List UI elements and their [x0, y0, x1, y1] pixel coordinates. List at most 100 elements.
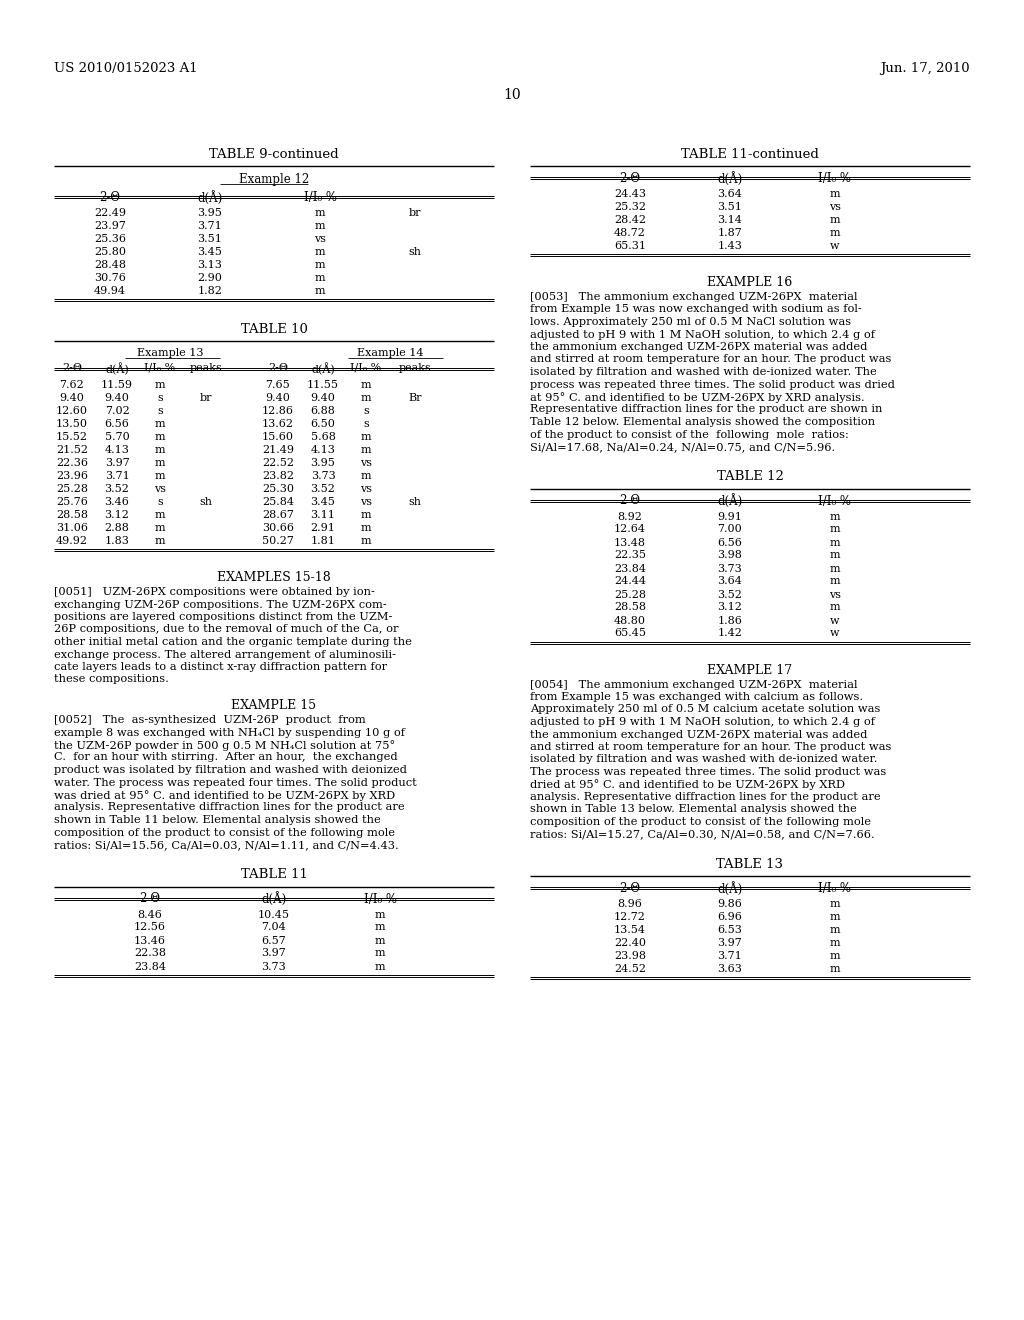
Text: 22.40: 22.40	[614, 939, 646, 948]
Text: 10: 10	[503, 88, 521, 102]
Text: vs: vs	[360, 484, 372, 494]
Text: 50.27: 50.27	[262, 536, 294, 546]
Text: EXAMPLE 16: EXAMPLE 16	[708, 276, 793, 289]
Text: 3.71: 3.71	[718, 950, 742, 961]
Text: m: m	[155, 380, 165, 389]
Text: 3.95: 3.95	[198, 209, 222, 218]
Text: 15.52: 15.52	[56, 432, 88, 442]
Text: 28.58: 28.58	[56, 510, 88, 520]
Text: 30.76: 30.76	[94, 273, 126, 282]
Text: TABLE 13: TABLE 13	[717, 858, 783, 871]
Text: product was isolated by filtration and washed with deionized: product was isolated by filtration and w…	[54, 766, 407, 775]
Text: 3.97: 3.97	[104, 458, 129, 469]
Text: m: m	[829, 564, 841, 573]
Text: m: m	[829, 602, 841, 612]
Text: Example 12: Example 12	[239, 173, 309, 186]
Text: d(Å): d(Å)	[198, 191, 222, 205]
Text: 23.84: 23.84	[614, 564, 646, 573]
Text: 25.36: 25.36	[94, 234, 126, 244]
Text: 23.84: 23.84	[134, 961, 166, 972]
Text: 4.13: 4.13	[104, 445, 129, 455]
Text: vs: vs	[829, 590, 841, 599]
Text: Si/Al=17.68, Na/Al=0.24, N/Al=0.75, and C/N=5.96.: Si/Al=17.68, Na/Al=0.24, N/Al=0.75, and …	[530, 442, 836, 451]
Text: composition of the product to consist of the following mole: composition of the product to consist of…	[54, 828, 395, 837]
Text: [0054]   The ammonium exchanged UZM-26PX  material: [0054] The ammonium exchanged UZM-26PX m…	[530, 680, 857, 689]
Text: 1.87: 1.87	[718, 228, 742, 238]
Text: the ammonium exchanged UZM-26PX material was added: the ammonium exchanged UZM-26PX material…	[530, 342, 867, 352]
Text: 3.11: 3.11	[310, 510, 336, 520]
Text: 9.86: 9.86	[718, 899, 742, 909]
Text: m: m	[829, 215, 841, 224]
Text: [0052]   The  as-synthesized  UZM-26P  product  from: [0052] The as-synthesized UZM-26P produc…	[54, 715, 366, 725]
Text: 28.58: 28.58	[614, 602, 646, 612]
Text: 5.68: 5.68	[310, 432, 336, 442]
Text: 2-Θ: 2-Θ	[620, 882, 640, 895]
Text: TABLE 11-continued: TABLE 11-continued	[681, 148, 819, 161]
Text: m: m	[829, 189, 841, 199]
Text: 25.28: 25.28	[56, 484, 88, 494]
Text: 48.80: 48.80	[614, 615, 646, 626]
Text: 3.12: 3.12	[104, 510, 129, 520]
Text: 49.92: 49.92	[56, 536, 88, 546]
Text: br: br	[409, 209, 421, 218]
Text: C.  for an hour with stirring.  After an hour,  the exchanged: C. for an hour with stirring. After an h…	[54, 752, 397, 763]
Text: m: m	[155, 418, 165, 429]
Text: m: m	[155, 458, 165, 469]
Text: TABLE 11: TABLE 11	[241, 869, 307, 882]
Text: lows. Approximately 250 ml of 0.5 M NaCl solution was: lows. Approximately 250 ml of 0.5 M NaCl…	[530, 317, 851, 327]
Text: and stirred at room temperature for an hour. The product was: and stirred at room temperature for an h…	[530, 355, 891, 364]
Text: Jun. 17, 2010: Jun. 17, 2010	[881, 62, 970, 75]
Text: 22.35: 22.35	[614, 550, 646, 561]
Text: m: m	[829, 964, 841, 974]
Text: 1.42: 1.42	[718, 628, 742, 639]
Text: I/I₀ %: I/I₀ %	[818, 495, 852, 507]
Text: The process was repeated three times. The solid product was: The process was repeated three times. Th…	[530, 767, 886, 777]
Text: 24.43: 24.43	[614, 189, 646, 199]
Text: 11.55: 11.55	[307, 380, 339, 389]
Text: 3.73: 3.73	[261, 961, 287, 972]
Text: was dried at 95° C. and identified to be UZM-26PX by XRD: was dried at 95° C. and identified to be…	[54, 789, 395, 801]
Text: 3.95: 3.95	[310, 458, 336, 469]
Text: m: m	[314, 209, 326, 218]
Text: 1.86: 1.86	[718, 615, 742, 626]
Text: 25.76: 25.76	[56, 498, 88, 507]
Text: m: m	[360, 523, 372, 533]
Text: ratios: Si/Al=15.27, Ca/Al=0.30, N/Al=0.58, and C/N=7.66.: ratios: Si/Al=15.27, Ca/Al=0.30, N/Al=0.…	[530, 829, 874, 840]
Text: m: m	[360, 393, 372, 403]
Text: 3.64: 3.64	[718, 577, 742, 586]
Text: 28.48: 28.48	[94, 260, 126, 271]
Text: 12.56: 12.56	[134, 923, 166, 932]
Text: 9.91: 9.91	[718, 511, 742, 521]
Text: 3.52: 3.52	[718, 590, 742, 599]
Text: m: m	[155, 523, 165, 533]
Text: and stirred at room temperature for an hour. The product was: and stirred at room temperature for an h…	[530, 742, 891, 752]
Text: 25.28: 25.28	[614, 590, 646, 599]
Text: m: m	[829, 925, 841, 935]
Text: I/I₀ %: I/I₀ %	[818, 172, 852, 185]
Text: these compositions.: these compositions.	[54, 675, 169, 685]
Text: I/I₀ %: I/I₀ %	[144, 363, 176, 374]
Text: 49.94: 49.94	[94, 286, 126, 296]
Text: 22.52: 22.52	[262, 458, 294, 469]
Text: 7.04: 7.04	[261, 923, 287, 932]
Text: 3.46: 3.46	[104, 498, 129, 507]
Text: I/I₀ %: I/I₀ %	[818, 882, 852, 895]
Text: 3.45: 3.45	[198, 247, 222, 257]
Text: of the product to consist of the  following  mole  ratios:: of the product to consist of the followi…	[530, 429, 849, 440]
Text: EXAMPLES 15-18: EXAMPLES 15-18	[217, 572, 331, 583]
Text: 25.32: 25.32	[614, 202, 646, 213]
Text: d(Å): d(Å)	[718, 882, 742, 896]
Text: d(Å): d(Å)	[718, 495, 742, 508]
Text: isolated by filtration and washed with de-ionized water. The: isolated by filtration and washed with d…	[530, 367, 877, 378]
Text: 15.60: 15.60	[262, 432, 294, 442]
Text: 3.97: 3.97	[718, 939, 742, 948]
Text: d(Å): d(Å)	[105, 363, 129, 376]
Text: Table 12 below. Elemental analysis showed the composition: Table 12 below. Elemental analysis showe…	[530, 417, 876, 426]
Text: 12.86: 12.86	[262, 407, 294, 416]
Text: 3.71: 3.71	[104, 471, 129, 480]
Text: m: m	[829, 577, 841, 586]
Text: m: m	[829, 899, 841, 909]
Text: m: m	[829, 912, 841, 921]
Text: m: m	[829, 228, 841, 238]
Text: [0053]   The ammonium exchanged UZM-26PX  material: [0053] The ammonium exchanged UZM-26PX m…	[530, 292, 857, 302]
